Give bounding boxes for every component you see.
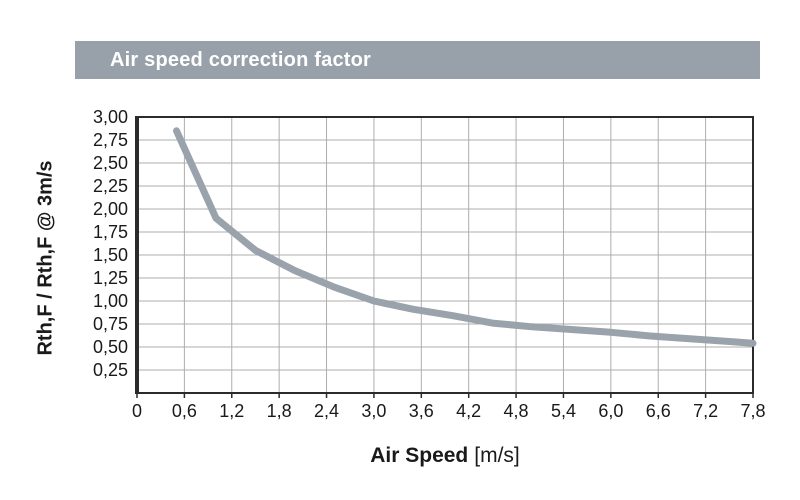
- y-tick-label: 0,25: [93, 360, 128, 380]
- y-tick-label: 0,75: [93, 314, 128, 334]
- correction-curve: [173, 127, 757, 347]
- x-axis-title: Air Speed [m/s]: [137, 444, 753, 468]
- x-tick-label: 1,8: [267, 401, 292, 420]
- x-tick-label: 0,6: [172, 401, 197, 420]
- x-tick-label: 7,8: [740, 401, 765, 420]
- x-axis-title-name: Air Speed: [370, 444, 469, 467]
- chart-svg: 0 0,6 1,2 1,8 2,4 3,0 3,6 4,2 4,8 5,4 6,0 6,6 7,2 7,8…: [93, 107, 766, 421]
- air-speed-chart: 0 0,6 1,2 1,8 2,4 3,0 3,6 4,2 4,8 5,4 6,0 6,6 7,2 7,8…: [20, 100, 780, 421]
- x-axis-title-unit: [m/s]: [474, 444, 520, 467]
- x-tick-label: 5,4: [551, 401, 576, 420]
- x-tick-label: 6,6: [646, 401, 671, 420]
- chart-title: Air speed correction factor: [110, 48, 372, 71]
- x-tick-label: 4,8: [504, 401, 529, 420]
- x-tick-label: 3,0: [361, 401, 386, 420]
- y-tick-label: 2,00: [93, 199, 128, 219]
- y-tick-label: 1,25: [93, 268, 128, 288]
- chart-title-bar: Air speed correction factor: [75, 41, 760, 79]
- x-tick-label: 4,2: [456, 401, 481, 420]
- y-tick-label: 1,50: [93, 245, 128, 265]
- y-tick-label: 3,00: [93, 107, 128, 127]
- x-tick-label: 7,2: [693, 401, 718, 420]
- y-tick-label: 2,50: [93, 153, 128, 173]
- y-tick-label: 1,00: [93, 291, 128, 311]
- x-tick-label: 1,2: [219, 401, 244, 420]
- x-tick-label: 3,6: [409, 401, 434, 420]
- y-tick-label: 2,75: [93, 130, 128, 150]
- x-tick-label: 0: [132, 401, 142, 420]
- x-tick-label: 2,4: [314, 401, 339, 420]
- y-tick-label: 2,25: [93, 176, 128, 196]
- y-tick-label: 1,75: [93, 222, 128, 242]
- y-tick-label: 0,50: [93, 337, 128, 357]
- x-tick-label: 6,0: [598, 401, 623, 420]
